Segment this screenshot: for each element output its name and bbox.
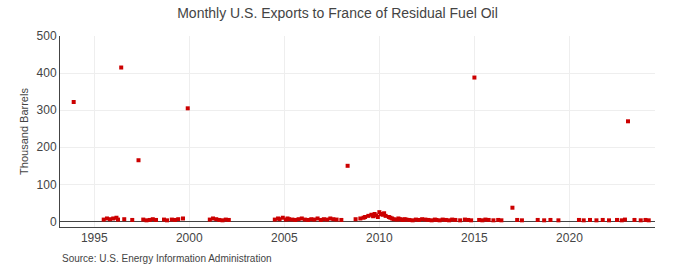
svg-text:Thousand Barrels: Thousand Barrels xyxy=(18,88,30,175)
svg-text:2005: 2005 xyxy=(271,231,298,245)
svg-text:100: 100 xyxy=(37,178,57,192)
svg-text:2000: 2000 xyxy=(176,231,203,245)
svg-text:500: 500 xyxy=(37,29,57,43)
svg-text:1995: 1995 xyxy=(81,231,108,245)
svg-text:Monthly U.S. Exports to France: Monthly U.S. Exports to France of Residu… xyxy=(177,5,498,21)
svg-text:Source: U.S. Energy Informatio: Source: U.S. Energy Information Administ… xyxy=(62,253,272,264)
svg-text:2020: 2020 xyxy=(556,231,583,245)
svg-text:300: 300 xyxy=(37,103,57,117)
svg-text:2015: 2015 xyxy=(461,231,488,245)
svg-text:2010: 2010 xyxy=(366,231,393,245)
svg-text:0: 0 xyxy=(50,215,57,229)
svg-text:400: 400 xyxy=(37,66,57,80)
svg-text:200: 200 xyxy=(37,140,57,154)
